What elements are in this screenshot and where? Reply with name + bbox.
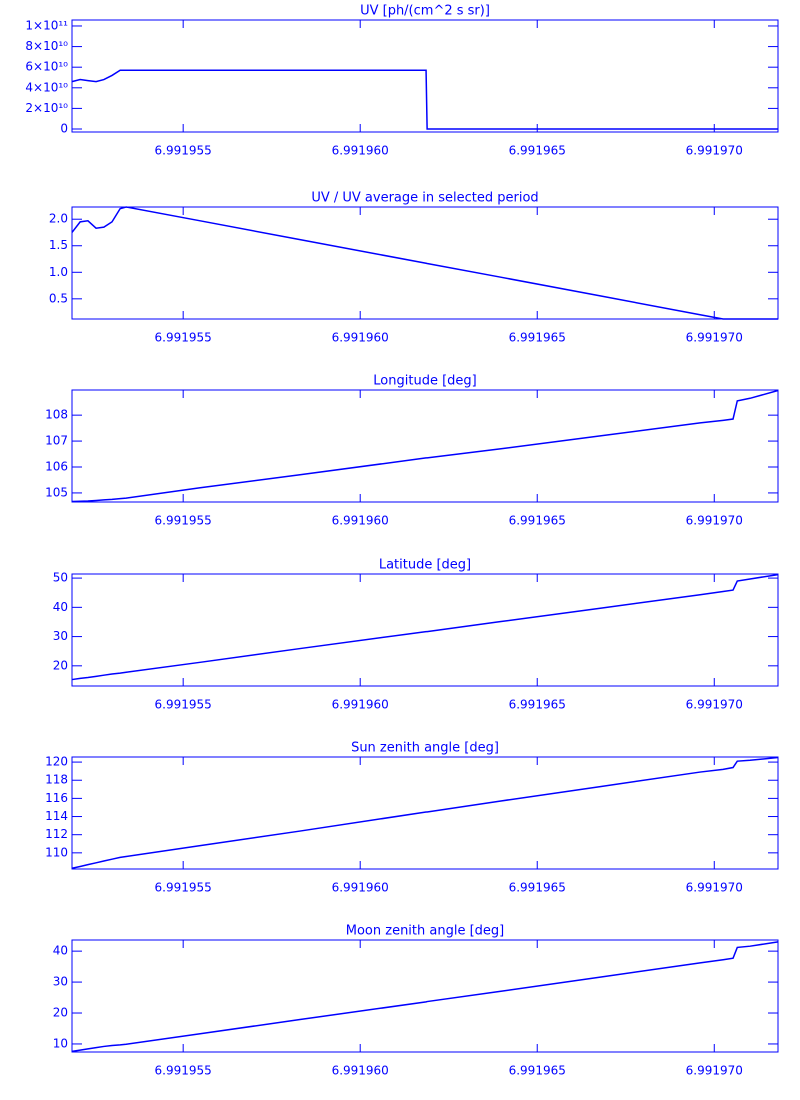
data-line [71,941,779,1053]
plot-frame [71,756,779,870]
data-line [71,756,779,870]
y-tick-label: 20 [53,658,68,672]
x-tick-label: 6.991970 [686,144,743,158]
y-tick-label: 10 [53,1036,68,1050]
y-tick-label: 114 [45,809,68,823]
x-tick-label: 6.991960 [332,144,389,158]
y-tick-label: 116 [45,791,68,805]
y-tick-label: 40 [53,600,68,614]
y-tick-label: 8×10¹⁰ [25,39,68,53]
y-tick-label: 50 [53,571,68,585]
y-tick-label: 112 [45,827,68,841]
y-tick-label: 0.5 [49,291,68,305]
x-tick-label: 6.991970 [686,1064,743,1078]
y-tick-label: 1.0 [49,265,68,279]
x-tick-label: 6.991960 [332,881,389,895]
x-tick-label: 6.991955 [155,144,212,158]
x-tick-label: 6.991970 [686,698,743,712]
y-tick-label: 2.0 [49,212,68,226]
x-tick-label: 6.991965 [509,514,566,528]
plot-frame [71,19,779,133]
y-tick-label: 30 [53,975,68,989]
data-line [71,389,779,503]
y-tick-label: 4×10¹⁰ [25,80,68,94]
y-tick-label: 110 [45,845,68,859]
plot-frame [71,939,779,1053]
plot-frame [71,389,779,503]
y-tick-label: 106 [45,460,68,474]
y-tick-label: 30 [53,629,68,643]
x-tick-label: 6.991960 [332,698,389,712]
x-tick-label: 6.991955 [155,881,212,895]
x-tick-label: 6.991955 [155,1064,212,1078]
x-tick-label: 6.991965 [509,1064,566,1078]
panel-title: Moon zenith angle [deg] [346,924,504,939]
panel-title: Longitude [deg] [373,374,476,389]
y-tick-label: 108 [45,408,68,422]
plot-frame [71,206,779,320]
y-tick-label: 2×10¹⁰ [25,101,68,115]
y-tick-label: 20 [53,1006,68,1020]
x-tick-label: 6.991955 [155,331,212,345]
y-tick-label: 1×10¹¹ [25,18,68,32]
plot-frame [71,573,779,687]
x-tick-label: 6.991960 [332,1064,389,1078]
x-tick-label: 6.991970 [686,514,743,528]
data-line [71,573,779,681]
y-tick-label: 105 [45,485,68,499]
panel-title: UV [ph/(cm^2 s sr)] [360,4,490,19]
x-tick-label: 6.991970 [686,331,743,345]
x-tick-label: 6.991965 [509,881,566,895]
y-tick-label: 120 [45,755,68,769]
x-tick-label: 6.991965 [509,331,566,345]
panel-title: Sun zenith angle [deg] [351,741,499,756]
x-tick-label: 6.991955 [155,514,212,528]
y-tick-label: 40 [53,944,68,958]
data-line [71,69,778,130]
x-tick-label: 6.991965 [509,144,566,158]
panel-title: UV / UV average in selected period [311,191,538,206]
x-tick-label: 6.991960 [332,514,389,528]
y-tick-label: 0 [60,122,68,136]
y-tick-label: 1.5 [49,238,68,252]
x-tick-label: 6.991955 [155,698,212,712]
x-tick-label: 6.991960 [332,331,389,345]
panel-title: Latitude [deg] [379,558,471,573]
x-tick-label: 6.991965 [509,698,566,712]
data-line [71,206,778,320]
y-tick-label: 107 [45,434,68,448]
y-tick-label: 6×10¹⁰ [25,60,68,74]
y-tick-label: 118 [45,773,68,787]
x-tick-label: 6.991970 [686,881,743,895]
